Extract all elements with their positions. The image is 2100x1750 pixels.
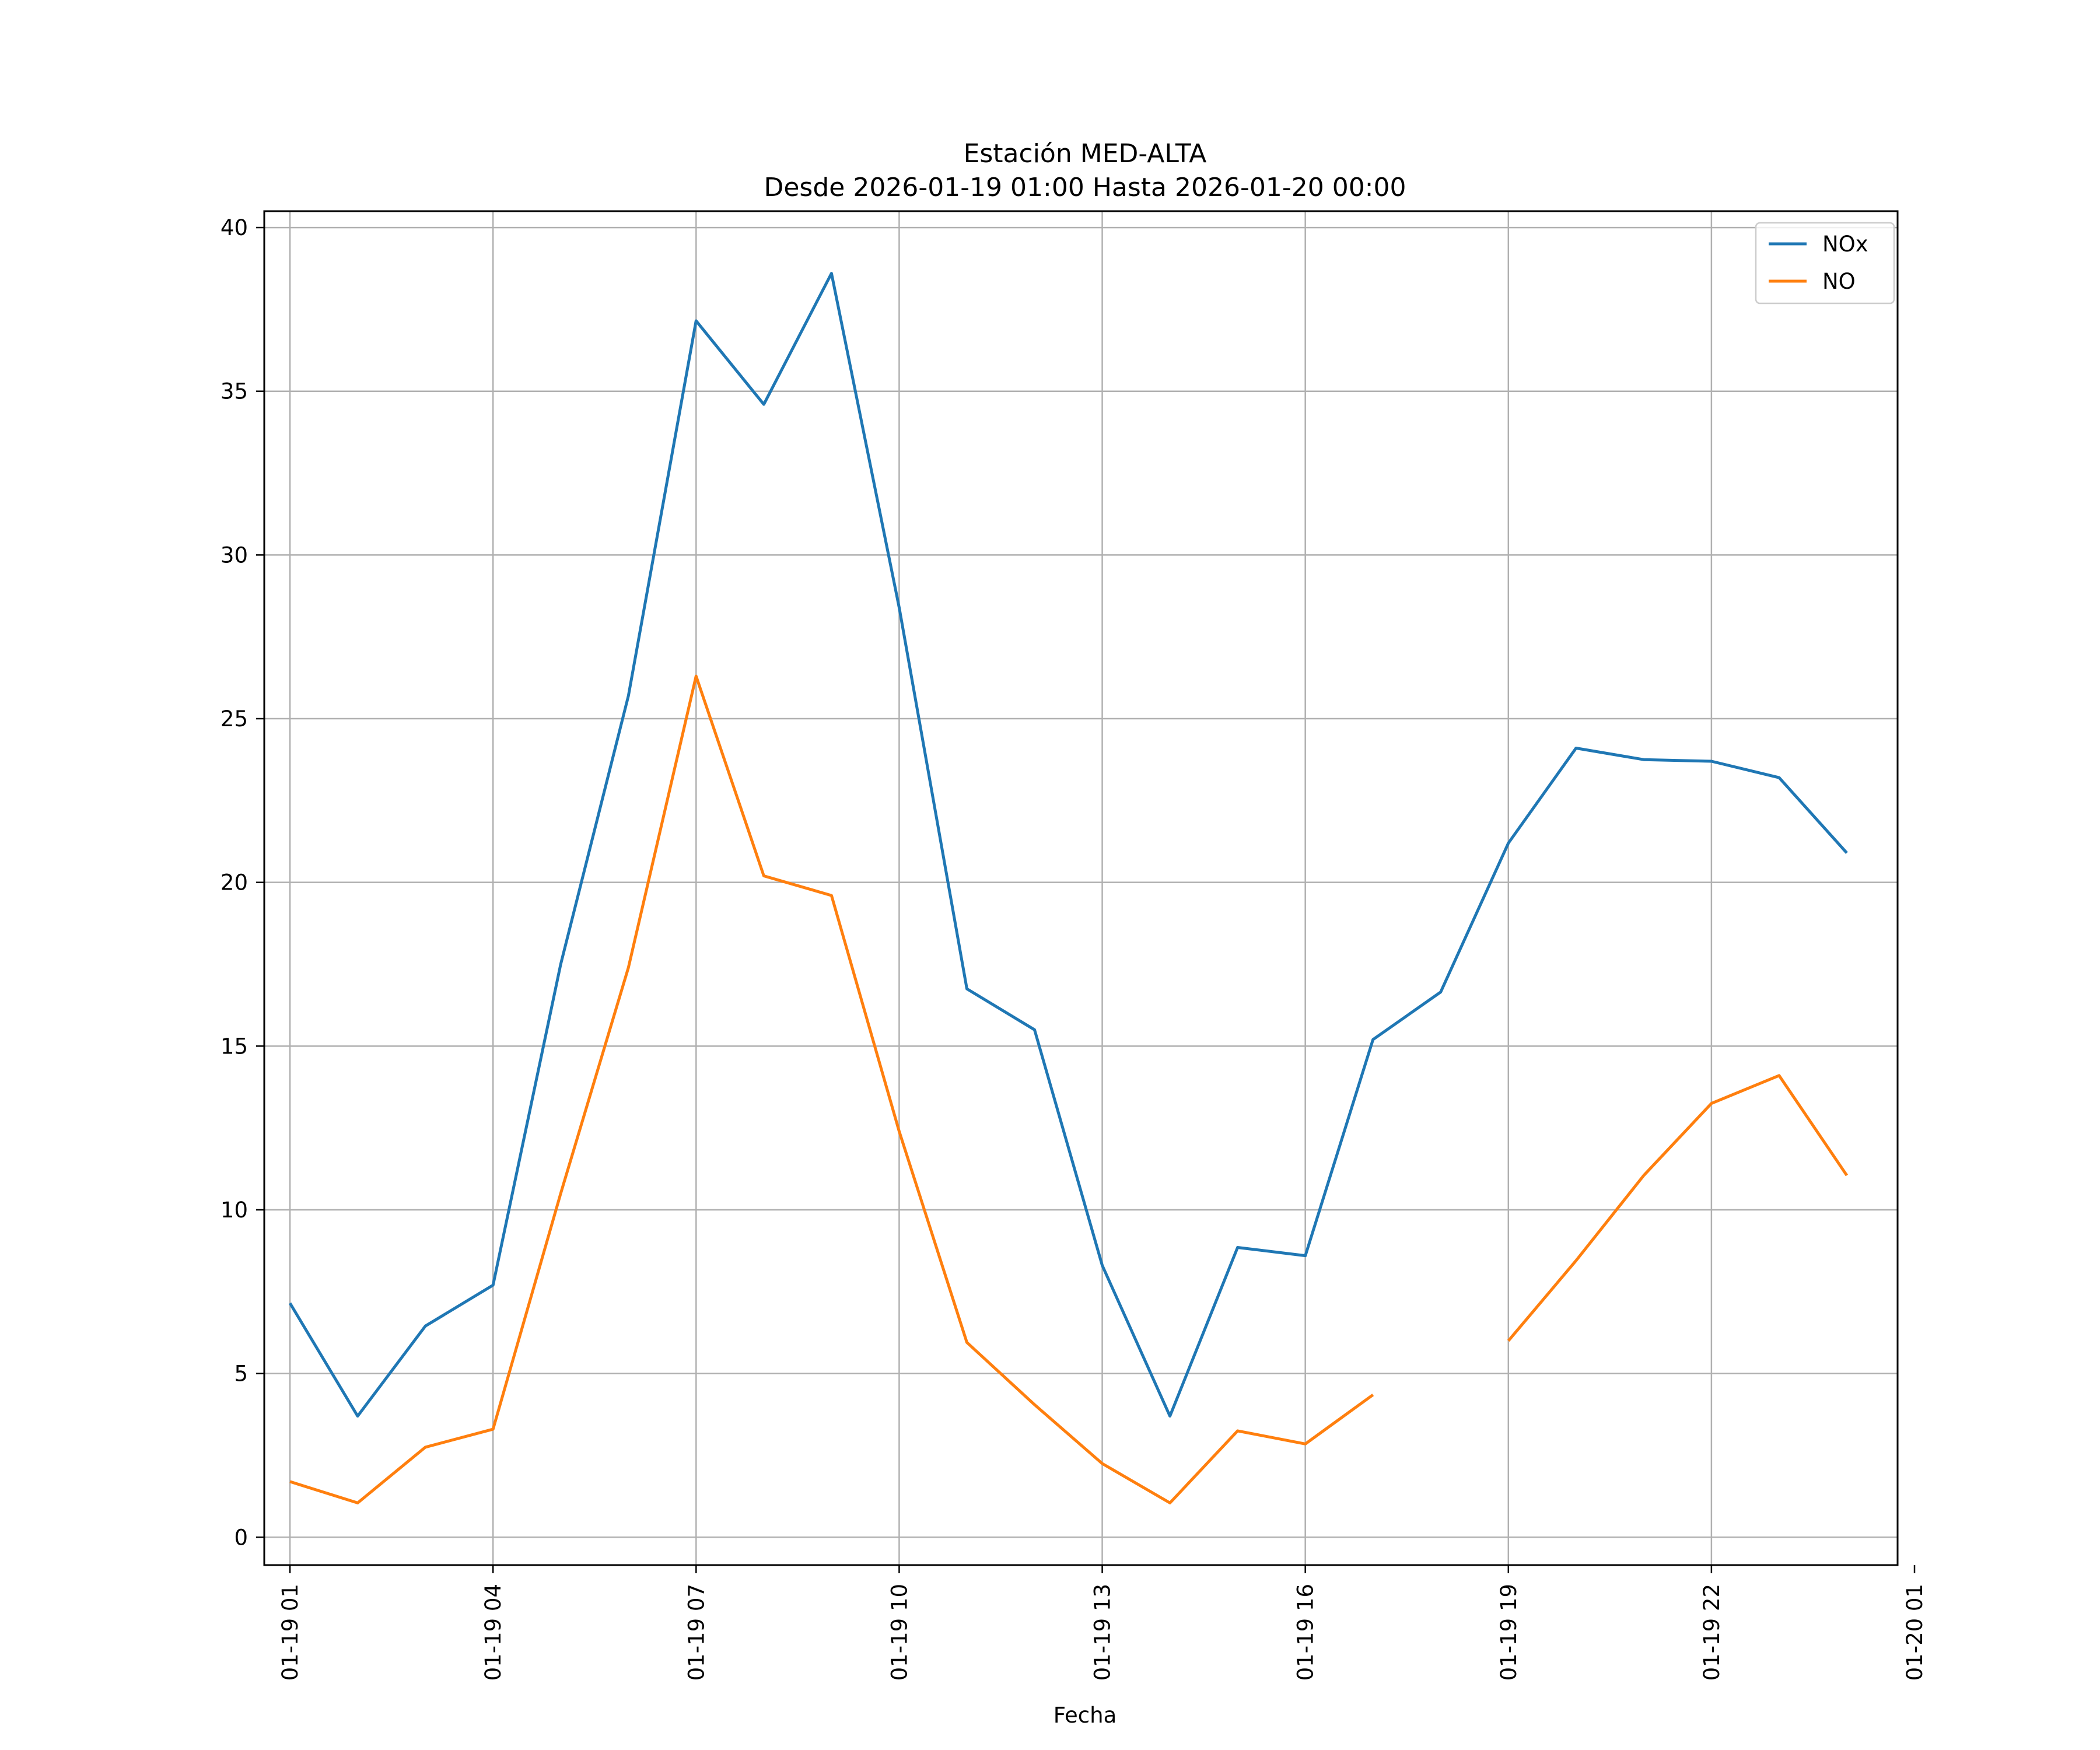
- x-tick-label: 01-19 19: [1496, 1584, 1521, 1681]
- y-tick-label: 25: [220, 706, 248, 732]
- x-tick-label: 01-19 16: [1293, 1584, 1318, 1681]
- x-tick-label: 01-19 22: [1699, 1584, 1724, 1681]
- y-tick-label: 10: [220, 1198, 248, 1223]
- x-tick-label: 01-19 01: [278, 1584, 303, 1681]
- y-tick-label: 30: [220, 542, 248, 568]
- y-tick-label: 35: [220, 379, 248, 404]
- x-tick-label: 01-19 07: [684, 1584, 709, 1681]
- series-line-no: [1507, 1074, 1849, 1342]
- x-tick-label: 01-19 13: [1090, 1584, 1115, 1681]
- grid: [264, 211, 1898, 1565]
- y-tick-label: 20: [220, 870, 248, 895]
- x-tick-label: 01-19 10: [887, 1584, 912, 1681]
- series-line-nox: [288, 272, 1848, 1418]
- legend-label-nox: NOx: [1822, 232, 1868, 257]
- axes: 0 5 10 15 20 25 30 35 40 01-19 01 01-19 04 01-19 07…: [220, 215, 1927, 1681]
- x-axis-label: Fecha: [1054, 1703, 1117, 1728]
- legend-label-no: NO: [1822, 269, 1856, 294]
- x-tick-label: 01-19 04: [481, 1584, 506, 1681]
- y-tick-label: 40: [220, 215, 248, 240]
- chart-title-line-2: Desde 2026-01-19 01:00 Hasta 2026-01-20 …: [764, 173, 1406, 202]
- y-tick-label: 15: [220, 1034, 248, 1059]
- y-tick-label: 5: [234, 1362, 248, 1387]
- y-tick-label: 0: [234, 1525, 248, 1550]
- x-tick-label: 01-20 01: [1902, 1584, 1927, 1681]
- series-line-no: [289, 674, 1374, 1504]
- plot-frame: [263, 210, 1899, 1566]
- legend: NOx NO: [1755, 222, 1895, 304]
- chart-title-line-1: Estación MED-ALTA: [964, 139, 1207, 169]
- series-layer: [288, 272, 1849, 1504]
